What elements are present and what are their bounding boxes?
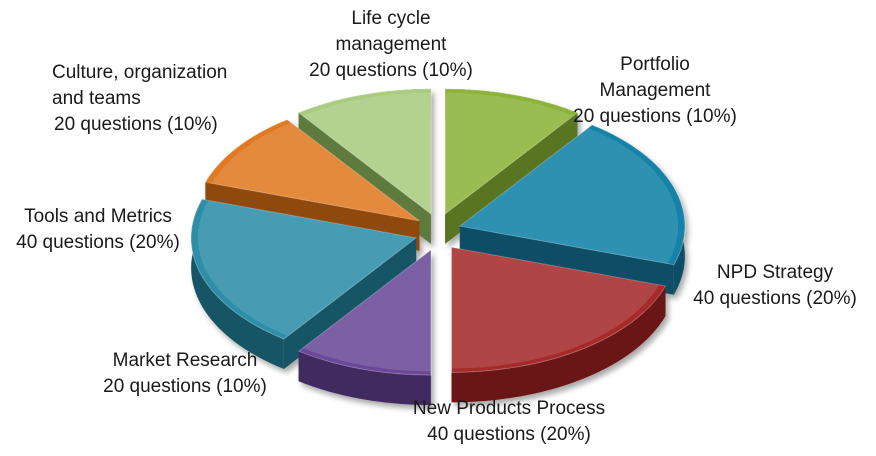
label-mr-line2: 20 questions (10%) [103, 376, 267, 397]
slice-highlight [302, 92, 431, 214]
label-portfolio-line1: Portfolio [620, 54, 690, 75]
slice-highlight [197, 200, 417, 336]
label-npp-line2: 40 questions (20%) [427, 424, 591, 445]
label-lcm-line1: Life cycle [351, 8, 431, 29]
label-mr-line1: Market Research [112, 350, 258, 371]
label-new-products-process: New Products Process 40 questions (20%) [393, 396, 625, 448]
slice-highlight [302, 250, 431, 372]
label-tm-line1: Tools and Metrics [24, 206, 172, 227]
label-tools-and-metrics: Tools and Metrics 40 questions (20%) [2, 204, 194, 256]
label-portfolio-line2: Management [599, 80, 711, 101]
label-npd-line2: 40 questions (20%) [693, 288, 857, 309]
label-npd-strategy: NPD Strategy 40 questions (20%) [680, 260, 870, 312]
slice-wall [283, 237, 417, 369]
slice-highlight [451, 247, 660, 369]
pie-slice-market-research [297, 249, 432, 406]
pie-slice-tools-and-metrics [190, 198, 418, 369]
label-portfolio-management: Portfolio Management 20 questions (10%) [560, 52, 750, 130]
label-npp-line1: New Products Process [412, 398, 606, 419]
label-npd-line1: NPD Strategy [716, 262, 834, 283]
label-portfolio-line3: 20 questions (10%) [573, 106, 737, 127]
pie-slice-portfolio-management [444, 88, 579, 244]
slice-highlight [459, 128, 679, 264]
slice-wall [445, 112, 578, 244]
slice-rim [298, 351, 431, 406]
slice-highlight [211, 122, 420, 221]
label-lcm-line2: management [335, 34, 447, 55]
label-market-research: Market Research 20 questions (10%) [90, 348, 280, 400]
label-lcm-line3: 20 questions (10%) [309, 60, 473, 81]
pie-slice-life-cycle-management [297, 88, 432, 244]
label-tm-line2: 40 questions (20%) [16, 232, 180, 253]
label-cot-line1: Culture, organization [52, 62, 228, 83]
slice-rim [451, 285, 666, 403]
slice-highlight [445, 92, 574, 214]
label-culture-organization-teams: Culture, organization and teams 20 quest… [52, 60, 252, 138]
label-life-cycle-management: Life cycle management 20 questions (10%) [296, 6, 486, 84]
pie-slice-new-products-process [451, 246, 667, 403]
pie-slice-npd-strategy [458, 124, 686, 295]
label-cot-line3: 20 questions (10%) [54, 114, 218, 135]
label-cot-line2: and teams [52, 88, 141, 109]
